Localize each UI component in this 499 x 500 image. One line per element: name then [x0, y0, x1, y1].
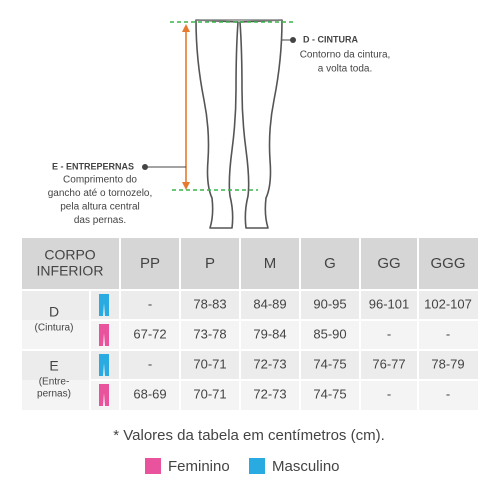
- size-header: GGG: [430, 255, 465, 272]
- legend-swatch: [249, 458, 265, 474]
- cell: 84-89: [253, 296, 286, 311]
- row-bg: [22, 380, 478, 410]
- cell: 70-71: [193, 386, 226, 401]
- header-bg: [22, 238, 478, 290]
- annotation-title: D - CINTURA: [303, 34, 358, 44]
- size-header: M: [264, 255, 277, 272]
- annotation-line: das pernas.: [74, 215, 126, 226]
- legend-label: Feminino: [168, 458, 230, 475]
- annotation-title: E - ENTREPERNAS: [52, 161, 134, 171]
- gender-icon: [99, 324, 109, 346]
- size-header: GG: [377, 255, 400, 272]
- cell: 74-75: [313, 356, 346, 371]
- cell: 76-77: [372, 356, 405, 371]
- gender-icon: [99, 354, 109, 376]
- annotation-line: a volta toda.: [318, 64, 372, 75]
- cell: 72-73: [253, 386, 286, 401]
- cell: 90-95: [313, 296, 346, 311]
- cell: 79-84: [253, 326, 286, 341]
- corner-label: INFERIOR: [37, 263, 104, 279]
- row-bg: [22, 290, 478, 320]
- gender-icon: [99, 294, 109, 316]
- cell: 78-79: [431, 356, 464, 371]
- cell: 96-101: [369, 296, 409, 311]
- gender-icon: [99, 384, 109, 406]
- size-header: P: [205, 255, 215, 272]
- legend-label: Masculino: [272, 458, 340, 475]
- cell: -: [387, 386, 391, 401]
- cell: 74-75: [313, 386, 346, 401]
- group-sublabel: (Cintura): [35, 323, 74, 334]
- group-sublabel: (Entre-: [39, 377, 70, 388]
- legend-swatch: [145, 458, 161, 474]
- cell: 73-78: [193, 326, 226, 341]
- group-label: E: [49, 358, 58, 374]
- annotation-line: pela altura central: [60, 202, 140, 213]
- footnote: * Valores da tabela em centímetros (cm).: [113, 427, 385, 444]
- size-header: PP: [140, 255, 160, 272]
- annotation-line: Comprimento do: [63, 175, 137, 186]
- cell: 102-107: [424, 296, 472, 311]
- cell: -: [387, 326, 391, 341]
- cell: 68-69: [133, 386, 166, 401]
- annotation-line: Contorno da cintura,: [300, 50, 391, 61]
- size-header: G: [324, 255, 336, 272]
- cell: 78-83: [193, 296, 226, 311]
- annotation-line: gancho até o tornozelo,: [48, 188, 153, 199]
- cell: -: [446, 326, 450, 341]
- cell: -: [148, 356, 152, 371]
- cell: 72-73: [253, 356, 286, 371]
- cell: 85-90: [313, 326, 346, 341]
- cell: -: [446, 386, 450, 401]
- group-sublabel: pernas): [37, 389, 71, 400]
- cell: 70-71: [193, 356, 226, 371]
- row-bg: [22, 320, 478, 350]
- group-label: D: [49, 304, 59, 320]
- legs-illustration: [195, 19, 283, 229]
- corner-label: CORPO: [44, 247, 95, 263]
- cell: 67-72: [133, 326, 166, 341]
- row-bg: [22, 350, 478, 380]
- cell: -: [148, 296, 152, 311]
- measure-lines: [142, 21, 296, 191]
